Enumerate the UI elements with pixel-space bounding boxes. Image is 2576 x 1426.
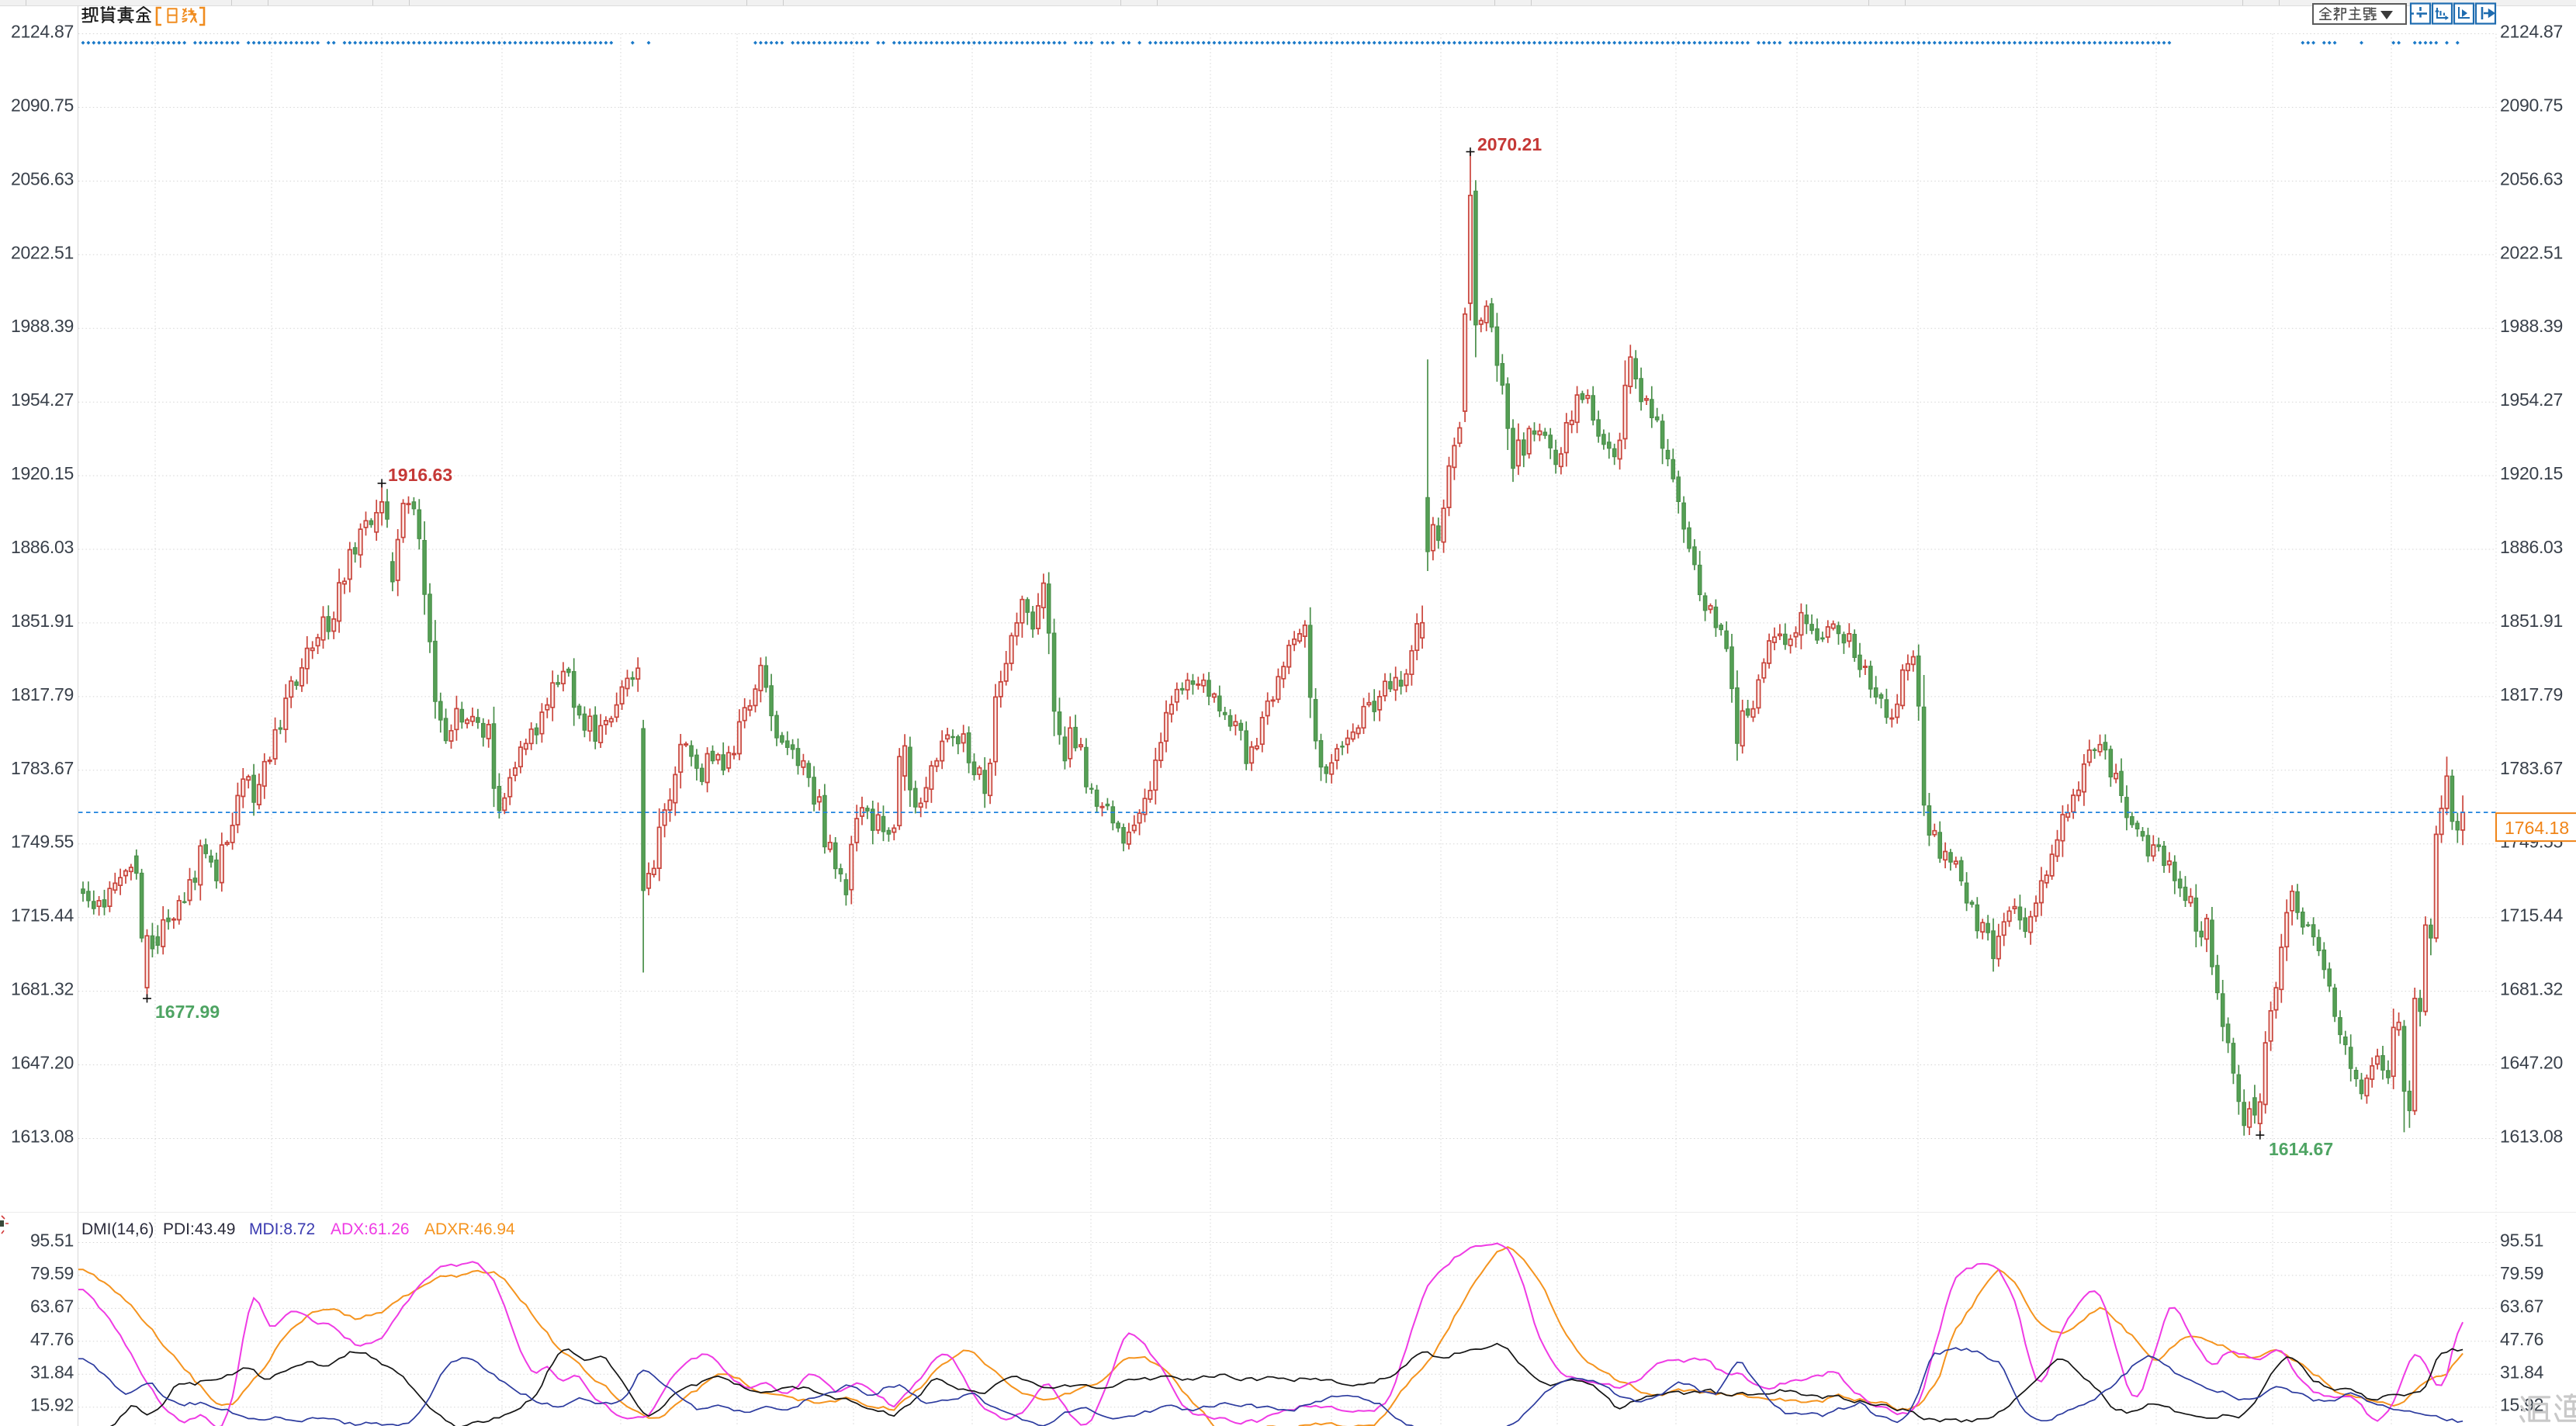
svg-text:15.92: 15.92 bbox=[30, 1395, 74, 1415]
svg-text:MDI:8.72: MDI:8.72 bbox=[249, 1220, 315, 1238]
svg-text:1886.03: 1886.03 bbox=[2500, 537, 2563, 557]
svg-text:1851.91: 1851.91 bbox=[11, 611, 74, 631]
svg-text:1817.79: 1817.79 bbox=[11, 684, 74, 704]
svg-text:1677.99: 1677.99 bbox=[155, 1002, 220, 1022]
svg-text:1886.03: 1886.03 bbox=[11, 537, 74, 557]
svg-text:95.51: 95.51 bbox=[30, 1230, 74, 1251]
svg-text:1749.55: 1749.55 bbox=[11, 832, 74, 852]
svg-text:1916.63: 1916.63 bbox=[388, 465, 452, 485]
svg-text:2090.75: 2090.75 bbox=[2500, 95, 2563, 115]
svg-text:1988.39: 1988.39 bbox=[11, 316, 74, 336]
svg-text:2022.51: 2022.51 bbox=[11, 242, 74, 262]
svg-text:2056.63: 2056.63 bbox=[2500, 168, 2563, 189]
svg-text:1647.20: 1647.20 bbox=[11, 1053, 74, 1073]
svg-text:1715.44: 1715.44 bbox=[2500, 905, 2564, 926]
svg-text:1613.08: 1613.08 bbox=[2500, 1127, 2563, 1147]
svg-text:63.67: 63.67 bbox=[2500, 1296, 2543, 1316]
svg-text:1613.08: 1613.08 bbox=[11, 1127, 74, 1147]
svg-text:47.76: 47.76 bbox=[2500, 1329, 2543, 1349]
svg-text:1783.67: 1783.67 bbox=[11, 758, 74, 778]
svg-text:2124.87: 2124.87 bbox=[11, 22, 74, 42]
svg-text:1851.91: 1851.91 bbox=[2500, 611, 2563, 631]
svg-text:1614.67: 1614.67 bbox=[2269, 1139, 2333, 1159]
svg-text:1920.15: 1920.15 bbox=[11, 463, 74, 483]
svg-text:1681.32: 1681.32 bbox=[2500, 979, 2563, 999]
svg-text:31.84: 31.84 bbox=[2500, 1362, 2544, 1382]
svg-text:1954.27: 1954.27 bbox=[11, 389, 74, 410]
svg-text:2070.21: 2070.21 bbox=[1477, 134, 1542, 154]
svg-text:1764.18: 1764.18 bbox=[2505, 818, 2569, 838]
svg-text:1988.39: 1988.39 bbox=[2500, 316, 2563, 336]
svg-text:1920.15: 1920.15 bbox=[2500, 463, 2563, 483]
svg-text:1715.44: 1715.44 bbox=[11, 905, 74, 926]
svg-text:ADXR:46.94: ADXR:46.94 bbox=[424, 1220, 515, 1238]
svg-text:79.59: 79.59 bbox=[2500, 1263, 2543, 1283]
svg-text:1817.79: 1817.79 bbox=[2500, 684, 2563, 704]
svg-text:63.67: 63.67 bbox=[30, 1296, 74, 1316]
svg-text:79.59: 79.59 bbox=[30, 1263, 74, 1283]
svg-text:31.84: 31.84 bbox=[30, 1362, 74, 1382]
svg-text:2090.75: 2090.75 bbox=[11, 95, 74, 115]
svg-text:PDI:43.49: PDI:43.49 bbox=[163, 1220, 235, 1238]
svg-text:2056.63: 2056.63 bbox=[11, 168, 74, 189]
svg-text:1954.27: 1954.27 bbox=[2500, 389, 2563, 410]
svg-text:1783.67: 1783.67 bbox=[2500, 758, 2563, 778]
svg-text:95.51: 95.51 bbox=[2500, 1230, 2543, 1251]
svg-text:1681.32: 1681.32 bbox=[11, 979, 74, 999]
svg-text:2022.51: 2022.51 bbox=[2500, 242, 2563, 262]
svg-text:ADX:61.26: ADX:61.26 bbox=[331, 1220, 410, 1238]
svg-text:DMI(14,6): DMI(14,6) bbox=[81, 1220, 154, 1238]
svg-text:2124.87: 2124.87 bbox=[2500, 22, 2563, 42]
svg-text:47.76: 47.76 bbox=[30, 1329, 74, 1349]
svg-text:1647.20: 1647.20 bbox=[2500, 1053, 2563, 1073]
